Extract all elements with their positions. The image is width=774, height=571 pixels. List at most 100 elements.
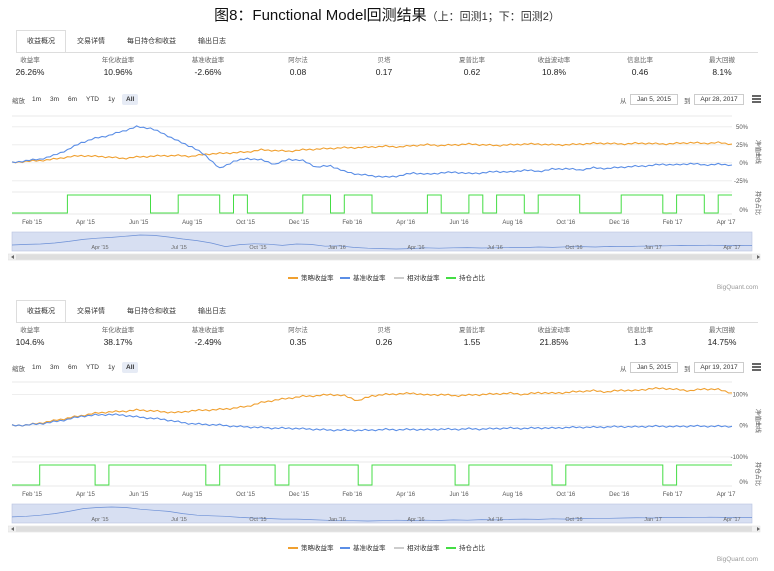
- legend-item-2[interactable]: 相对收益率: [394, 274, 440, 284]
- legend-swatch: [340, 277, 350, 280]
- x-tick-label: Apr '16: [396, 492, 415, 498]
- backtest-panel-2: 收益概况 交易详情 每日持仓和收益 输出日志收益率 104.6% 年化收益率 38.17% 基…: [8, 300, 766, 564]
- zoom-button-all[interactable]: All: [122, 362, 139, 373]
- tab-3[interactable]: 输出日志: [198, 38, 226, 45]
- stat-value: 38.17%: [103, 337, 133, 347]
- scroll-right-arrow-icon[interactable]: [757, 527, 760, 531]
- scroll-left-arrow-icon[interactable]: [11, 255, 14, 259]
- navigator-tick-label: Apr '17: [723, 517, 740, 523]
- navigator-range[interactable]: [11, 231, 753, 252]
- legend-item-0[interactable]: 策略收益率: [288, 274, 334, 284]
- legend-item-3[interactable]: 持仓占比: [446, 544, 485, 554]
- navigator-tick-label: Apr '15: [91, 517, 108, 523]
- x-tick-label: Feb '15: [22, 220, 42, 226]
- main-y-tick: -25%: [734, 179, 749, 185]
- stat-7: 信息比率 0.46: [600, 56, 680, 78]
- stat-value: 14.75%: [707, 337, 737, 347]
- stat-1: 年化收益率 38.17%: [78, 326, 158, 348]
- to-label: 到: [684, 98, 691, 105]
- chart-legend: 策略收益率 基准收益率 相对收益率 持仓占比: [8, 544, 766, 554]
- zoom-button-1y[interactable]: 1y: [108, 364, 115, 371]
- navigator-tick-label: Oct '16: [565, 245, 582, 251]
- stat-label: 收益率: [20, 327, 40, 334]
- legend-swatch: [446, 277, 456, 280]
- stat-6: 收益波动率 21.85%: [514, 326, 594, 348]
- navigator-series: [11, 506, 752, 522]
- legend-label: 持仓占比: [459, 275, 485, 282]
- stat-5: 夏普比率 0.62: [432, 56, 512, 78]
- x-tick-label: Apr '15: [76, 220, 95, 226]
- position-y-tick: 0%: [739, 208, 748, 214]
- stat-value: 26.26%: [15, 67, 45, 77]
- stat-2: 基准收益率 -2.49%: [168, 326, 248, 348]
- series-line-position: [12, 464, 732, 486]
- tab-1[interactable]: 交易详情: [77, 308, 105, 315]
- legend-swatch: [288, 277, 298, 280]
- navigator-range[interactable]: [11, 503, 753, 524]
- stat-2: 基准收益率 -2.66%: [168, 56, 248, 78]
- stat-value: -2.66%: [194, 67, 222, 77]
- from-date-input[interactable]: Jan 5, 2015: [630, 94, 678, 105]
- stat-value: 21.85%: [539, 337, 569, 347]
- scroll-left-arrow-icon[interactable]: [11, 527, 14, 531]
- range-controls: 缩放 1m 3m 6m YTD 1y All 从 Jan 5, 2015 到 Apr 28, 201…: [8, 94, 766, 106]
- from-date-input[interactable]: Jan 5, 2015: [630, 362, 678, 373]
- stat-label: 贝塔: [377, 327, 391, 334]
- legend-swatch: [394, 547, 404, 550]
- tab-0[interactable]: 收益概况: [16, 30, 66, 52]
- stat-value: 0.17: [375, 67, 393, 77]
- main-y-tick: 0%: [739, 424, 748, 430]
- tab-2[interactable]: 每日持仓和收益: [127, 38, 176, 45]
- legend-label: 策略收益率: [301, 545, 334, 552]
- stat-0: 收益率 26.26%: [0, 56, 70, 78]
- zoom-button-3m[interactable]: 3m: [50, 96, 60, 103]
- zoom-button-6m[interactable]: 6m: [68, 96, 78, 103]
- x-tick-label: Feb '15: [22, 492, 42, 498]
- series-line-benchmark: [11, 413, 733, 432]
- legend-item-1[interactable]: 基准收益率: [340, 544, 386, 554]
- stats-row: 收益率 104.6% 年化收益率 38.17% 基准收益率 -2.49% 阿尔法 0.35 贝塔…: [8, 326, 766, 350]
- stat-value: 104.6%: [15, 337, 45, 347]
- stat-label: 阿尔法: [288, 57, 308, 64]
- to-date-input[interactable]: Apr 28, 2017: [694, 94, 744, 105]
- zoom-button-3m[interactable]: 3m: [50, 364, 60, 371]
- navigator-tick-label: Jan '16: [328, 245, 346, 251]
- x-tick-label: Dec '16: [609, 492, 630, 498]
- x-tick-label: Feb '16: [342, 492, 362, 498]
- tab-0[interactable]: 收益概况: [16, 300, 66, 322]
- legend-swatch: [446, 547, 456, 550]
- x-tick-label: Apr '16: [396, 220, 415, 226]
- scroll-right-arrow-icon[interactable]: [757, 255, 760, 259]
- navigator-tick-label: Jan '17: [644, 517, 662, 523]
- stat-5: 夏普比率 1.55: [432, 326, 512, 348]
- tab-2[interactable]: 每日持仓和收益: [127, 308, 176, 315]
- scrollbar-thumb[interactable]: [16, 526, 752, 532]
- zoom-button-1y[interactable]: 1y: [108, 96, 115, 103]
- x-tick-label: Apr '15: [76, 492, 95, 498]
- menu-icon[interactable]: [752, 363, 761, 371]
- from-label: 从: [620, 366, 627, 373]
- legend-item-3[interactable]: 持仓占比: [446, 274, 485, 284]
- tab-3[interactable]: 输出日志: [198, 308, 226, 315]
- stat-label: 信息比率: [627, 327, 653, 334]
- legend-item-0[interactable]: 策略收益率: [288, 544, 334, 554]
- tab-1[interactable]: 交易详情: [77, 38, 105, 45]
- stat-label: 收益波动率: [537, 327, 571, 334]
- to-date-input[interactable]: Apr 19, 2017: [694, 362, 744, 373]
- zoom-button-all[interactable]: All: [122, 94, 139, 105]
- menu-icon[interactable]: [752, 95, 761, 103]
- stat-label: 基准收益率: [191, 327, 225, 334]
- zoom-button-6m[interactable]: 6m: [68, 364, 78, 371]
- stat-value: 0.08: [289, 67, 307, 77]
- zoom-button-ytd[interactable]: YTD: [86, 364, 99, 371]
- tab-divider: [16, 322, 758, 323]
- legend-item-2[interactable]: 相对收益率: [394, 544, 440, 554]
- stat-value: 0.46: [631, 67, 649, 77]
- legend-item-1[interactable]: 基准收益率: [340, 274, 386, 284]
- zoom-button-ytd[interactable]: YTD: [86, 96, 99, 103]
- zoom-button-1m[interactable]: 1m: [32, 364, 42, 371]
- scrollbar-thumb[interactable]: [16, 254, 752, 260]
- zoom-button-1m[interactable]: 1m: [32, 96, 42, 103]
